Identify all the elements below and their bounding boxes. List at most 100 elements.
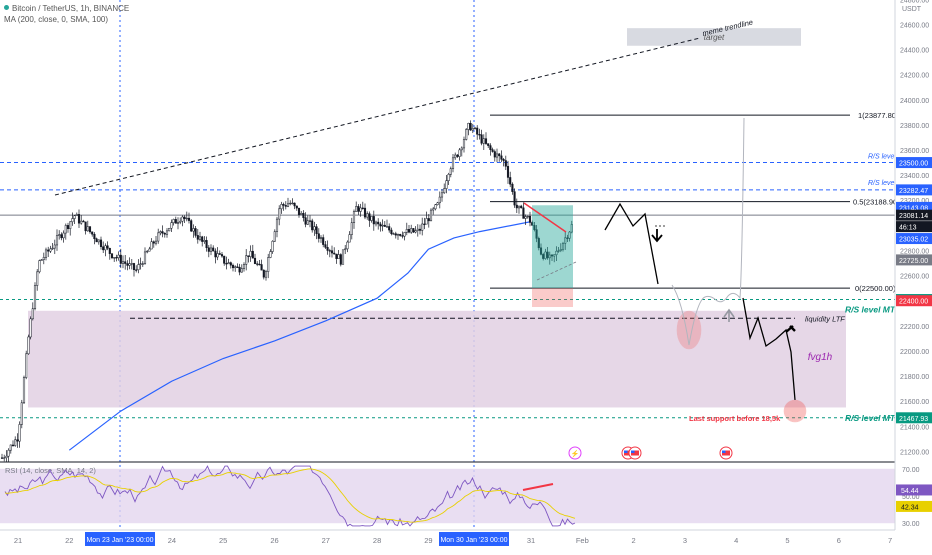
- candle[interactable]: [7, 449, 10, 457]
- candle[interactable]: [174, 219, 177, 224]
- candle[interactable]: [38, 260, 41, 273]
- candle[interactable]: [286, 203, 290, 207]
- candle[interactable]: [49, 248, 52, 252]
- candle[interactable]: [249, 250, 252, 257]
- candle[interactable]: [377, 221, 380, 225]
- candle[interactable]: [484, 138, 488, 144]
- candle[interactable]: [245, 255, 248, 265]
- candle[interactable]: [418, 228, 422, 231]
- candle[interactable]: [117, 254, 120, 258]
- candle[interactable]: [482, 138, 485, 144]
- candle[interactable]: [157, 232, 160, 242]
- candle[interactable]: [401, 235, 404, 237]
- candle[interactable]: [143, 251, 147, 264]
- candle[interactable]: [172, 219, 175, 223]
- candle[interactable]: [102, 246, 105, 251]
- candle[interactable]: [203, 240, 206, 242]
- candle[interactable]: [135, 269, 138, 271]
- candle[interactable]: [557, 250, 560, 252]
- candle[interactable]: [304, 217, 307, 225]
- candle[interactable]: [150, 241, 153, 250]
- candle[interactable]: [207, 247, 210, 252]
- candle[interactable]: [73, 215, 76, 219]
- candle[interactable]: [535, 229, 538, 239]
- candle[interactable]: [176, 222, 180, 224]
- candle[interactable]: [366, 213, 369, 218]
- candle[interactable]: [146, 250, 149, 253]
- candle[interactable]: [124, 261, 127, 264]
- candle[interactable]: [498, 153, 501, 157]
- ma-indicator-label[interactable]: MA (200, close, 0, SMA, 100): [4, 15, 109, 24]
- candle[interactable]: [570, 224, 573, 233]
- candle[interactable]: [330, 250, 334, 254]
- candle[interactable]: [84, 221, 87, 232]
- candle[interactable]: [91, 231, 94, 235]
- candle[interactable]: [357, 206, 360, 212]
- candle[interactable]: [469, 123, 472, 131]
- candle[interactable]: [528, 215, 532, 223]
- candle[interactable]: [291, 202, 294, 205]
- candle[interactable]: [282, 204, 285, 206]
- candle[interactable]: [317, 233, 320, 239]
- candle[interactable]: [506, 166, 510, 178]
- candle[interactable]: [454, 154, 457, 159]
- candle[interactable]: [168, 227, 171, 232]
- candle[interactable]: [399, 234, 402, 236]
- candle[interactable]: [348, 234, 351, 243]
- candle[interactable]: [88, 226, 92, 233]
- candle[interactable]: [313, 226, 316, 231]
- candle[interactable]: [302, 212, 305, 218]
- candle[interactable]: [132, 263, 136, 270]
- candle[interactable]: [555, 250, 558, 255]
- candle[interactable]: [509, 177, 512, 185]
- candle[interactable]: [278, 208, 281, 220]
- candle[interactable]: [456, 154, 459, 157]
- candle[interactable]: [465, 129, 468, 140]
- candle[interactable]: [352, 211, 356, 223]
- candle[interactable]: [462, 139, 466, 149]
- candle[interactable]: [333, 252, 336, 255]
- candle[interactable]: [405, 229, 408, 233]
- candle[interactable]: [161, 231, 164, 234]
- candle[interactable]: [115, 257, 118, 259]
- candle[interactable]: [31, 308, 34, 320]
- candle[interactable]: [119, 254, 122, 264]
- candle[interactable]: [163, 233, 166, 235]
- candle[interactable]: [368, 213, 371, 221]
- candle[interactable]: [159, 231, 162, 234]
- candle[interactable]: [11, 444, 15, 447]
- candle[interactable]: [293, 202, 296, 207]
- candle[interactable]: [185, 217, 188, 220]
- candle[interactable]: [438, 196, 441, 204]
- candle[interactable]: [137, 264, 140, 271]
- candle[interactable]: [289, 202, 292, 205]
- candle[interactable]: [341, 249, 345, 265]
- candle[interactable]: [445, 180, 448, 189]
- candle[interactable]: [216, 253, 219, 258]
- candle[interactable]: [359, 207, 362, 212]
- candle[interactable]: [64, 225, 67, 234]
- candle[interactable]: [526, 215, 529, 218]
- candle[interactable]: [60, 234, 63, 239]
- candle[interactable]: [25, 353, 28, 378]
- candle[interactable]: [139, 263, 142, 265]
- candle[interactable]: [152, 241, 155, 244]
- candle[interactable]: [99, 239, 103, 247]
- candle[interactable]: [53, 244, 56, 249]
- candle[interactable]: [148, 248, 151, 252]
- candle[interactable]: [269, 251, 272, 258]
- candle[interactable]: [27, 336, 30, 355]
- candle[interactable]: [520, 205, 523, 209]
- candle[interactable]: [242, 264, 246, 269]
- candle[interactable]: [14, 439, 17, 446]
- candle[interactable]: [324, 244, 327, 248]
- candle[interactable]: [240, 268, 243, 273]
- candle[interactable]: [9, 444, 12, 451]
- candle[interactable]: [194, 228, 197, 236]
- candle[interactable]: [548, 254, 551, 259]
- candle[interactable]: [165, 230, 169, 235]
- candle[interactable]: [190, 220, 193, 232]
- candle[interactable]: [493, 151, 496, 158]
- candle[interactable]: [559, 249, 562, 251]
